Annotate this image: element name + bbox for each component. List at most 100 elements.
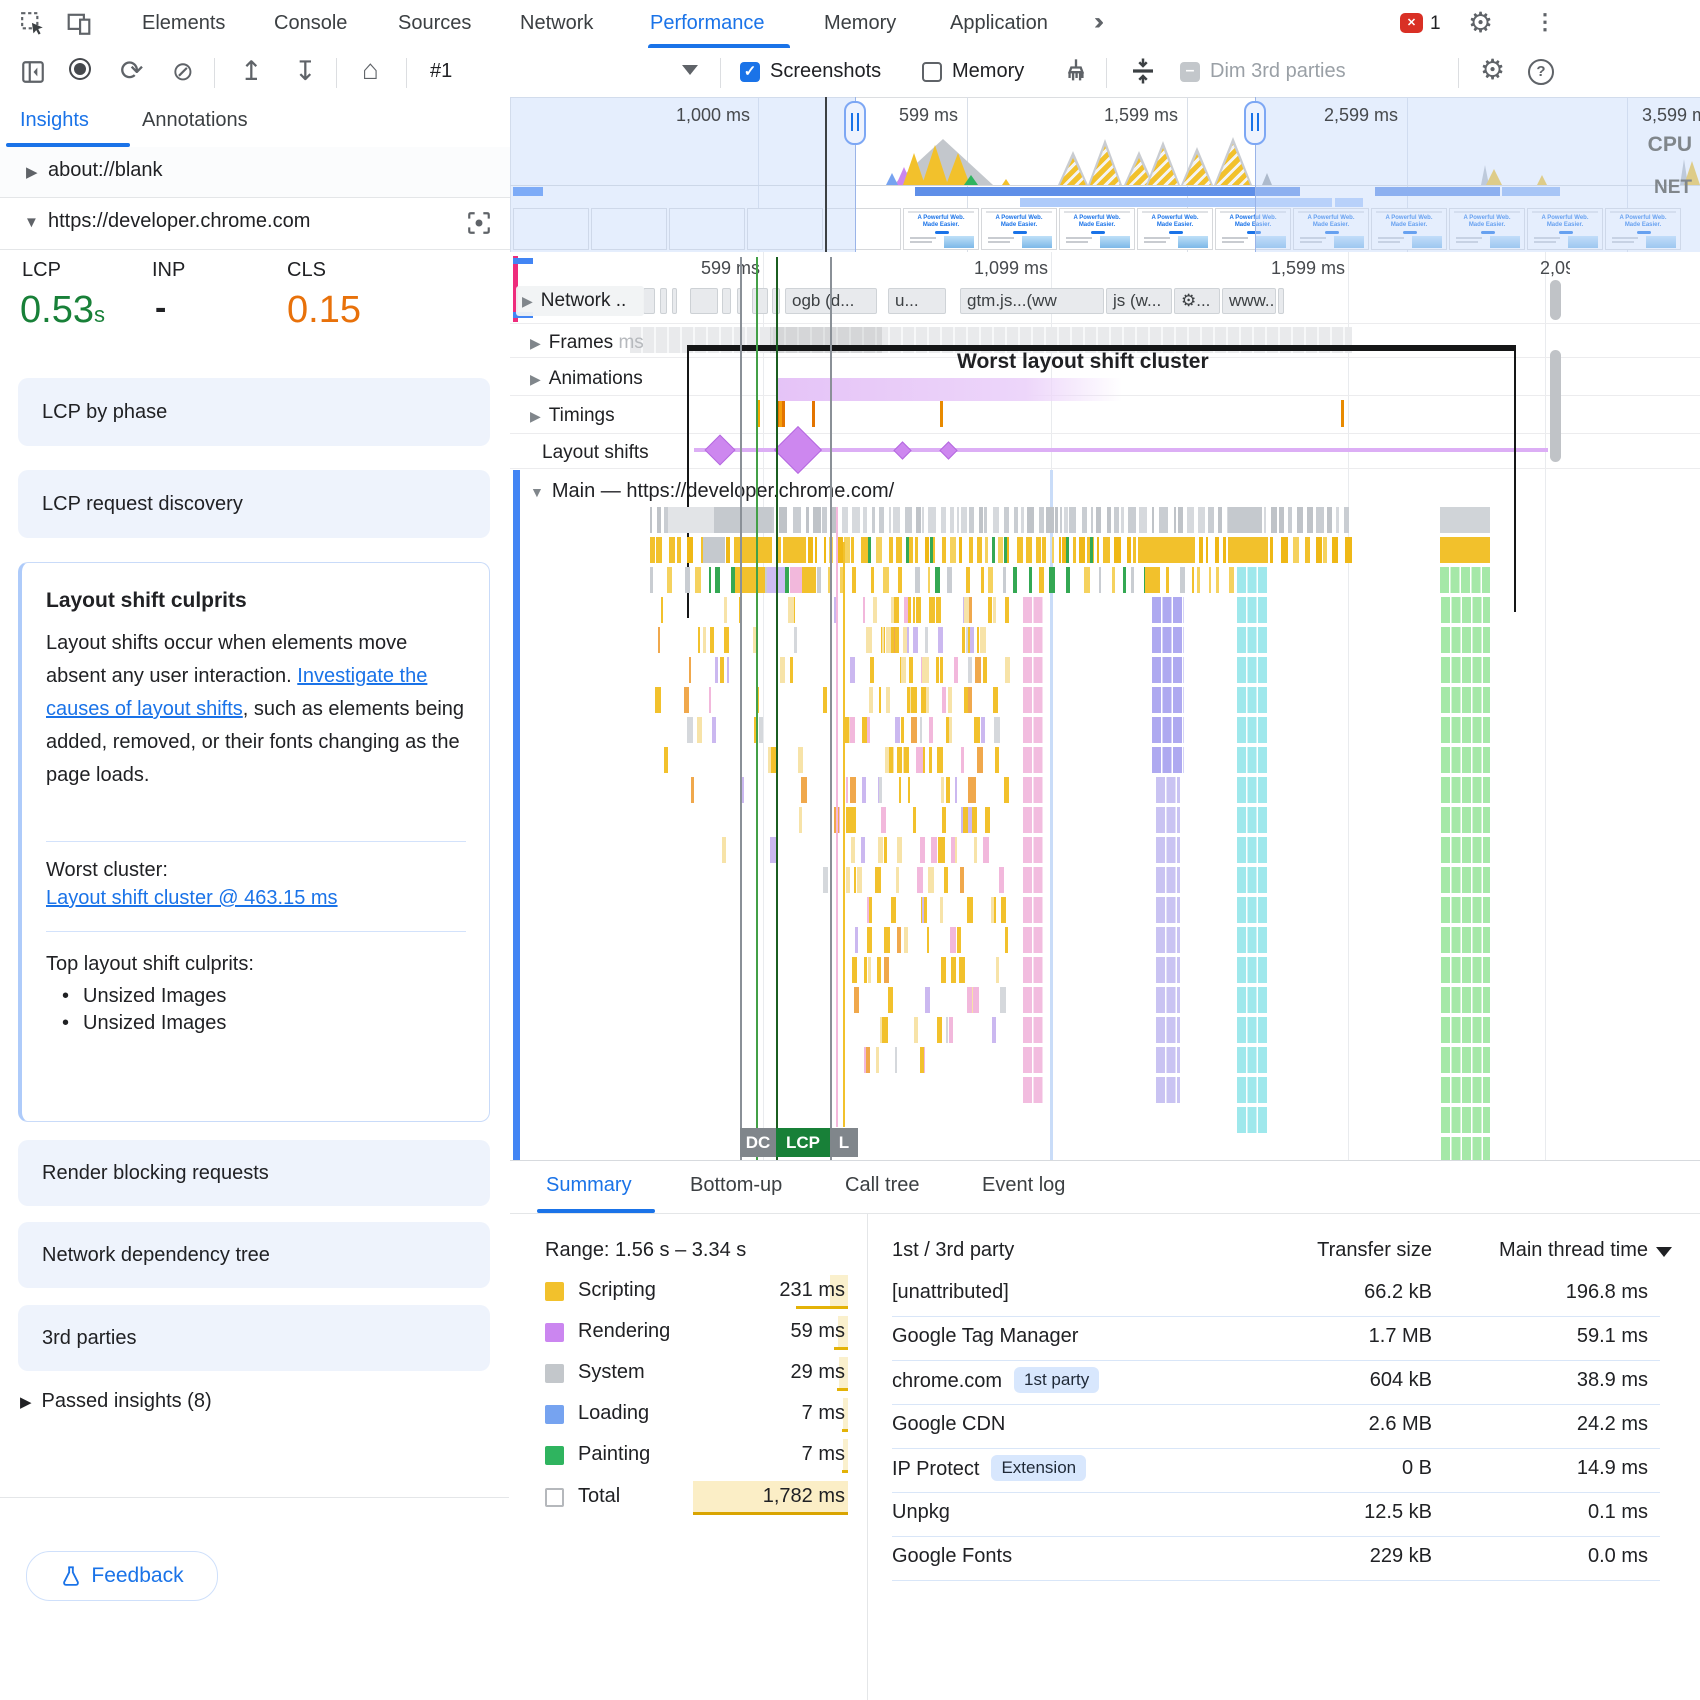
memory-checkbox[interactable] bbox=[922, 62, 942, 82]
screenshots-checkbox[interactable]: ✓ bbox=[740, 62, 760, 82]
passed-insights-toggle[interactable]: ▶ Passed insights (8) bbox=[20, 1390, 212, 1412]
dcl-marker-badge[interactable]: DC bbox=[740, 1128, 776, 1157]
table-row[interactable]: Google CDN 2.6 MB 24.2 ms bbox=[892, 1405, 1662, 1449]
track-network[interactable]: ▶ Network .. bbox=[516, 286, 644, 316]
layout-shift-diamond[interactable] bbox=[938, 440, 958, 460]
dim-3rd-parties-checkbox[interactable]: – bbox=[1180, 62, 1200, 82]
table-row[interactable]: IP Protect Extension 0 B 14.9 ms bbox=[892, 1449, 1662, 1493]
table-row[interactable]: [unattributed] 66.2 kB 196.8 ms bbox=[892, 1273, 1662, 1317]
tab-bottom-up[interactable]: Bottom-up bbox=[690, 1174, 783, 1196]
insight-card-render-blocking[interactable]: Render blocking requests bbox=[18, 1140, 490, 1206]
lcp-value[interactable]: 0.53s bbox=[20, 289, 105, 331]
tab-application[interactable]: Application bbox=[950, 12, 1048, 34]
col-header-party[interactable]: 1st / 3rd party bbox=[892, 1239, 1015, 1261]
screenshot-thumbnail[interactable]: A Powerful Web. Made Easier. bbox=[1293, 208, 1369, 250]
chevron-right-icon[interactable]: ▶ bbox=[26, 164, 38, 181]
origin-row-site[interactable]: ▼ https://developer.chrome.com bbox=[0, 197, 510, 250]
clear-button[interactable]: ⊘ bbox=[172, 56, 194, 86]
chevron-down-icon[interactable]: ▼ bbox=[24, 214, 39, 231]
screenshot-thumbnail[interactable]: A Powerful Web. Made Easier. bbox=[903, 208, 979, 250]
network-request-chip[interactable]: ⚙... bbox=[1174, 288, 1220, 314]
layout-shift-diamond[interactable] bbox=[704, 434, 736, 466]
l-marker-badge[interactable]: L bbox=[830, 1128, 858, 1157]
help-icon[interactable]: ? bbox=[1528, 59, 1554, 85]
insight-card-network-dependency[interactable]: Network dependency tree bbox=[18, 1222, 490, 1288]
screenshot-thumbnail[interactable]: A Powerful Web. Made Easier. bbox=[1059, 208, 1135, 250]
worst-cluster-link[interactable]: Layout shift cluster @ 463.15 ms bbox=[46, 887, 338, 909]
layout-shift-diamond[interactable] bbox=[892, 440, 912, 460]
memory-label[interactable]: Memory bbox=[952, 60, 1025, 82]
screenshot-thumbnail[interactable] bbox=[747, 208, 823, 250]
lcp-marker-badge[interactable]: LCP bbox=[776, 1128, 830, 1157]
dim-3rd-parties-label[interactable]: Dim 3rd parties bbox=[1210, 60, 1346, 82]
error-count[interactable]: 1 bbox=[1430, 13, 1441, 34]
chevron-down-icon[interactable]: ▼ bbox=[530, 484, 544, 500]
inp-value[interactable]: - bbox=[155, 289, 167, 327]
history-select-arrow-icon[interactable] bbox=[682, 65, 698, 75]
tab-performance[interactable]: Performance bbox=[650, 12, 765, 34]
pane-divider[interactable] bbox=[867, 1214, 868, 1700]
reload-record-button[interactable]: ⟳ bbox=[120, 55, 144, 86]
inspect-icon[interactable] bbox=[20, 11, 46, 42]
scrollbar-thumb[interactable] bbox=[1550, 280, 1561, 320]
sort-arrow-icon[interactable] bbox=[1656, 1247, 1672, 1257]
kebab-menu-icon[interactable]: ⋮ bbox=[1534, 9, 1556, 34]
col-header-size[interactable]: Transfer size bbox=[1317, 1239, 1432, 1261]
screenshot-thumbnail[interactable]: A Powerful Web. Made Easier. bbox=[1449, 208, 1525, 250]
screenshot-thumbnail[interactable]: A Powerful Web. Made Easier. bbox=[1527, 208, 1603, 250]
history-select[interactable]: #1 bbox=[430, 60, 453, 82]
collect-garbage-icon[interactable] bbox=[1062, 57, 1090, 90]
screenshot-thumbnail[interactable]: A Powerful Web. Made Easier. bbox=[1605, 208, 1681, 250]
table-row[interactable]: Google Fonts 229 kB 0.0 ms bbox=[892, 1537, 1662, 1581]
field-view-icon[interactable] bbox=[466, 210, 492, 241]
tab-sources[interactable]: Sources bbox=[398, 12, 472, 34]
tab-network[interactable]: Network bbox=[520, 12, 594, 34]
capture-settings-gear-icon[interactable]: ⚙ bbox=[1480, 54, 1506, 85]
screenshot-thumbnail[interactable] bbox=[669, 208, 745, 250]
screenshots-label[interactable]: Screenshots bbox=[770, 60, 882, 82]
record-button[interactable] bbox=[74, 63, 86, 75]
scrollbar-thumb[interactable] bbox=[1550, 350, 1561, 462]
chevron-right-icon[interactable]: ▶ bbox=[522, 292, 533, 309]
network-request-chip[interactable]: u... bbox=[888, 288, 946, 314]
feedback-button[interactable]: Feedback bbox=[26, 1551, 218, 1601]
insight-card-3rd-parties[interactable]: 3rd parties bbox=[18, 1305, 490, 1371]
screenshot-thumbnail[interactable] bbox=[513, 208, 589, 250]
tab-call-tree[interactable]: Call tree bbox=[845, 1174, 920, 1196]
chevron-right-icon[interactable]: ▶ bbox=[530, 335, 541, 351]
screenshot-thumbnail[interactable]: A Powerful Web. Made Easier. bbox=[1371, 208, 1447, 250]
device-toolbar-icon[interactable] bbox=[66, 11, 92, 42]
toggle-sidebar-icon[interactable] bbox=[20, 59, 46, 90]
insight-card-layout-shift-culprits[interactable]: Layout shift culprits Layout shifts occu… bbox=[18, 562, 490, 1122]
tab-insights[interactable]: Insights bbox=[20, 109, 89, 131]
col-header-time[interactable]: Main thread time bbox=[1499, 1239, 1648, 1261]
table-row[interactable]: Google Tag Manager 1.7 MB 59.1 ms bbox=[892, 1317, 1662, 1361]
network-request-chip[interactable]: www... bbox=[1222, 288, 1276, 314]
error-badge-icon[interactable]: ✕ bbox=[1400, 13, 1423, 33]
track-animations[interactable]: ▶ Animations bbox=[530, 368, 643, 389]
table-row[interactable]: Unpkg 12.5 kB 0.1 ms bbox=[892, 1493, 1662, 1537]
track-frames[interactable]: ▶ Frames ms bbox=[530, 332, 644, 353]
cls-value[interactable]: 0.15 bbox=[287, 289, 361, 331]
table-row[interactable]: chrome.com 1st party 604 kB 38.9 ms bbox=[892, 1361, 1662, 1405]
track-timings[interactable]: ▶ Timings bbox=[530, 405, 615, 426]
origin-row-blank[interactable]: ▶ about://blank bbox=[0, 147, 510, 198]
tab-console[interactable]: Console bbox=[274, 12, 348, 34]
chevron-right-icon[interactable]: ▶ bbox=[530, 408, 541, 424]
track-layout-shifts[interactable]: Layout shifts bbox=[542, 442, 649, 463]
main-flame-chart[interactable] bbox=[510, 505, 1700, 1160]
insight-card-lcp-request-discovery[interactable]: LCP request discovery bbox=[18, 470, 490, 538]
insight-card-lcp-by-phase[interactable]: LCP by phase bbox=[18, 378, 490, 446]
more-tabs-icon[interactable]: ›› bbox=[1094, 8, 1104, 35]
range-drag-handle[interactable] bbox=[844, 101, 866, 145]
download-profile-icon[interactable]: ↧ bbox=[294, 56, 317, 86]
screenshot-thumbnail[interactable] bbox=[591, 208, 667, 250]
upload-profile-icon[interactable]: ↥ bbox=[240, 56, 263, 86]
investigate-link[interactable]: Investigate the causes of layout shifts bbox=[46, 665, 428, 720]
screenshot-thumbnail[interactable]: A Powerful Web. Made Easier. bbox=[981, 208, 1057, 250]
screenshot-thumbnail[interactable]: A Powerful Web. Made Easier. bbox=[1137, 208, 1213, 250]
tab-memory[interactable]: Memory bbox=[824, 12, 897, 34]
tab-summary[interactable]: Summary bbox=[546, 1174, 632, 1196]
tab-elements[interactable]: Elements bbox=[142, 12, 226, 34]
fit-to-window-icon[interactable] bbox=[1128, 56, 1158, 91]
